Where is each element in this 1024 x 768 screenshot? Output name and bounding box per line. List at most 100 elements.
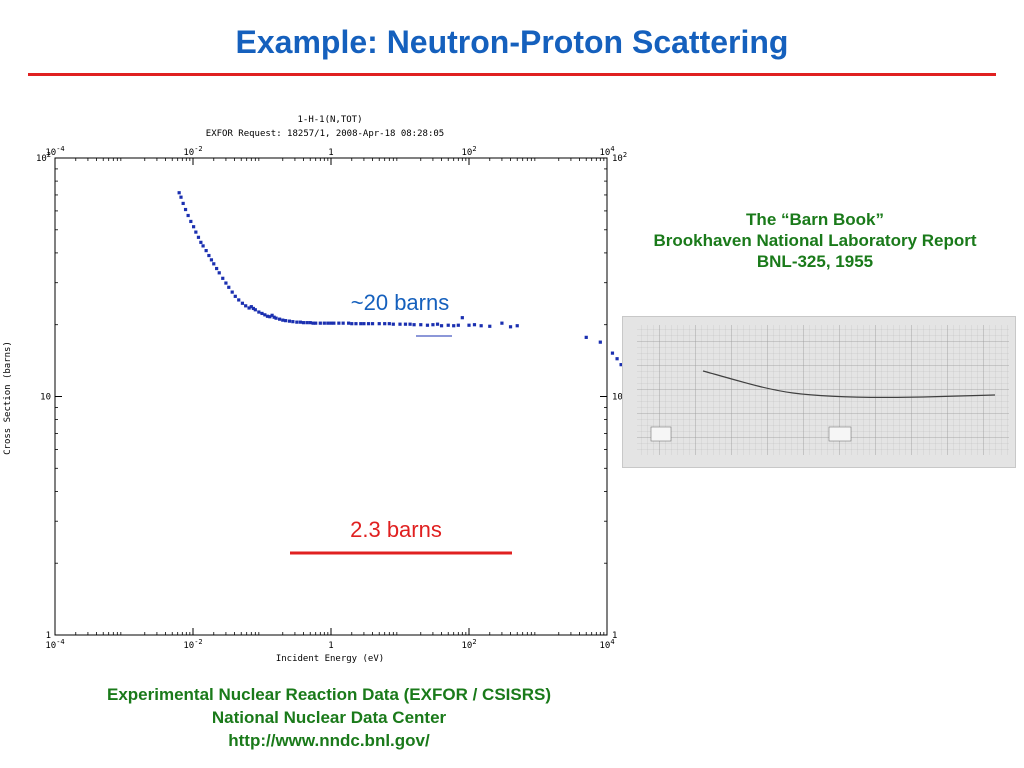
source-caption: Experimental Nuclear Reaction Data (EXFO… [28, 683, 630, 752]
source-line-nndc: National Nuclear Data Center [211, 708, 447, 727]
data-point [244, 304, 248, 308]
data-point [619, 363, 623, 367]
data-point [456, 323, 460, 327]
data-point [308, 321, 312, 325]
data-point [341, 321, 345, 325]
data-point [598, 340, 602, 344]
data-point [412, 323, 416, 327]
data-point [179, 195, 183, 199]
data-point [446, 323, 450, 327]
barn-book-figure [622, 316, 1016, 468]
annotation-2-3-barns: 2.3 barns [350, 517, 442, 542]
data-point [186, 213, 190, 218]
data-point [274, 316, 278, 320]
data-point [230, 290, 234, 294]
data-point [322, 321, 326, 325]
data-point [337, 321, 341, 325]
data-point [177, 191, 181, 195]
data-point [221, 276, 225, 280]
data-point [377, 322, 381, 326]
data-point [472, 323, 477, 327]
slide-title: Example: Neutron-Proton Scattering [235, 24, 789, 60]
x-tick-label: 104 [599, 638, 614, 651]
data-point [515, 324, 519, 328]
data-point [201, 244, 205, 248]
data-point [584, 335, 588, 339]
data-point [224, 281, 228, 285]
data-point [431, 323, 435, 327]
data-point [370, 322, 375, 326]
y-right-tick-label: 10 [612, 393, 623, 403]
data-point [207, 253, 211, 258]
data-point [253, 308, 257, 312]
data-point [460, 316, 464, 320]
data-point [265, 314, 270, 318]
data-point [204, 249, 208, 253]
plot-header-line1: 1-H-1(N,TOT) [297, 115, 362, 125]
data-point [362, 322, 366, 326]
x-tick-label: 10-4 [45, 638, 64, 651]
data-point [298, 320, 302, 324]
data-point [311, 321, 315, 325]
data-point [278, 317, 282, 321]
data-point [247, 306, 251, 310]
data-point [354, 322, 358, 326]
data-point [435, 322, 440, 326]
data-point [181, 201, 185, 206]
data-point [196, 235, 201, 239]
data-layer [177, 191, 623, 367]
data-point [287, 319, 292, 323]
data-point [332, 321, 336, 325]
data-point [329, 321, 333, 325]
data-point [615, 357, 619, 361]
data-point [257, 310, 261, 314]
x-top-tick-label: 104 [599, 145, 614, 158]
data-point [194, 230, 198, 234]
data-point [326, 321, 330, 325]
data-point [217, 271, 221, 275]
data-point [301, 321, 306, 325]
source-line-exfor: Experimental Nuclear Reaction Data (EXFO… [106, 685, 551, 704]
data-point [383, 322, 387, 326]
data-point [270, 313, 274, 317]
x-top-tick-label: 1 [328, 148, 333, 158]
y-right-tick-label: 102 [612, 151, 627, 164]
data-point [318, 321, 322, 325]
data-point [212, 262, 216, 266]
barn-book-id: BNL-325, 1955 [756, 252, 874, 271]
data-point [610, 351, 615, 355]
y-axis-label: Cross Section (barns) [3, 341, 13, 455]
x-tick-label: 102 [461, 638, 476, 651]
data-point [500, 321, 504, 325]
cross-section-plot: 1-H-1(N,TOT) EXFOR Request: 18257/1, 200… [3, 115, 627, 664]
y-tick-label: 102 [36, 151, 51, 164]
plot-header-line2: EXFOR Request: 18257/1, 2008-Apr-18 08:2… [206, 129, 444, 139]
data-point [452, 324, 456, 328]
y-right-tick-label: 1 [612, 631, 617, 641]
plot-frame [54, 157, 608, 636]
data-point [305, 321, 309, 325]
title-divider [28, 73, 996, 76]
x-axis-label: Incident Energy (eV) [276, 654, 384, 664]
data-point [260, 311, 264, 316]
x-tick-label: 10-2 [183, 638, 202, 651]
data-point [439, 324, 444, 328]
x-top-tick-label: 10-4 [45, 145, 64, 158]
barn-book-caption: The “Barn Book” Brookhaven National Labo… [612, 209, 1018, 272]
data-point [199, 240, 203, 244]
data-point [425, 323, 430, 327]
source-link[interactable]: http://www.nndc.bnl.gov/ [228, 731, 430, 750]
data-point [281, 318, 285, 322]
data-point [183, 207, 188, 212]
data-point [508, 325, 513, 329]
y-tick-label: 1 [46, 631, 51, 641]
barn-book-report: Brookhaven National Laboratory Report [653, 231, 977, 250]
annotation-20-barns: ~20 barns [351, 290, 449, 315]
data-point [268, 315, 272, 319]
data-point [359, 322, 363, 326]
data-point [272, 315, 276, 319]
data-point [295, 320, 299, 324]
x-top-tick-label: 102 [461, 145, 476, 158]
data-point [251, 306, 255, 311]
